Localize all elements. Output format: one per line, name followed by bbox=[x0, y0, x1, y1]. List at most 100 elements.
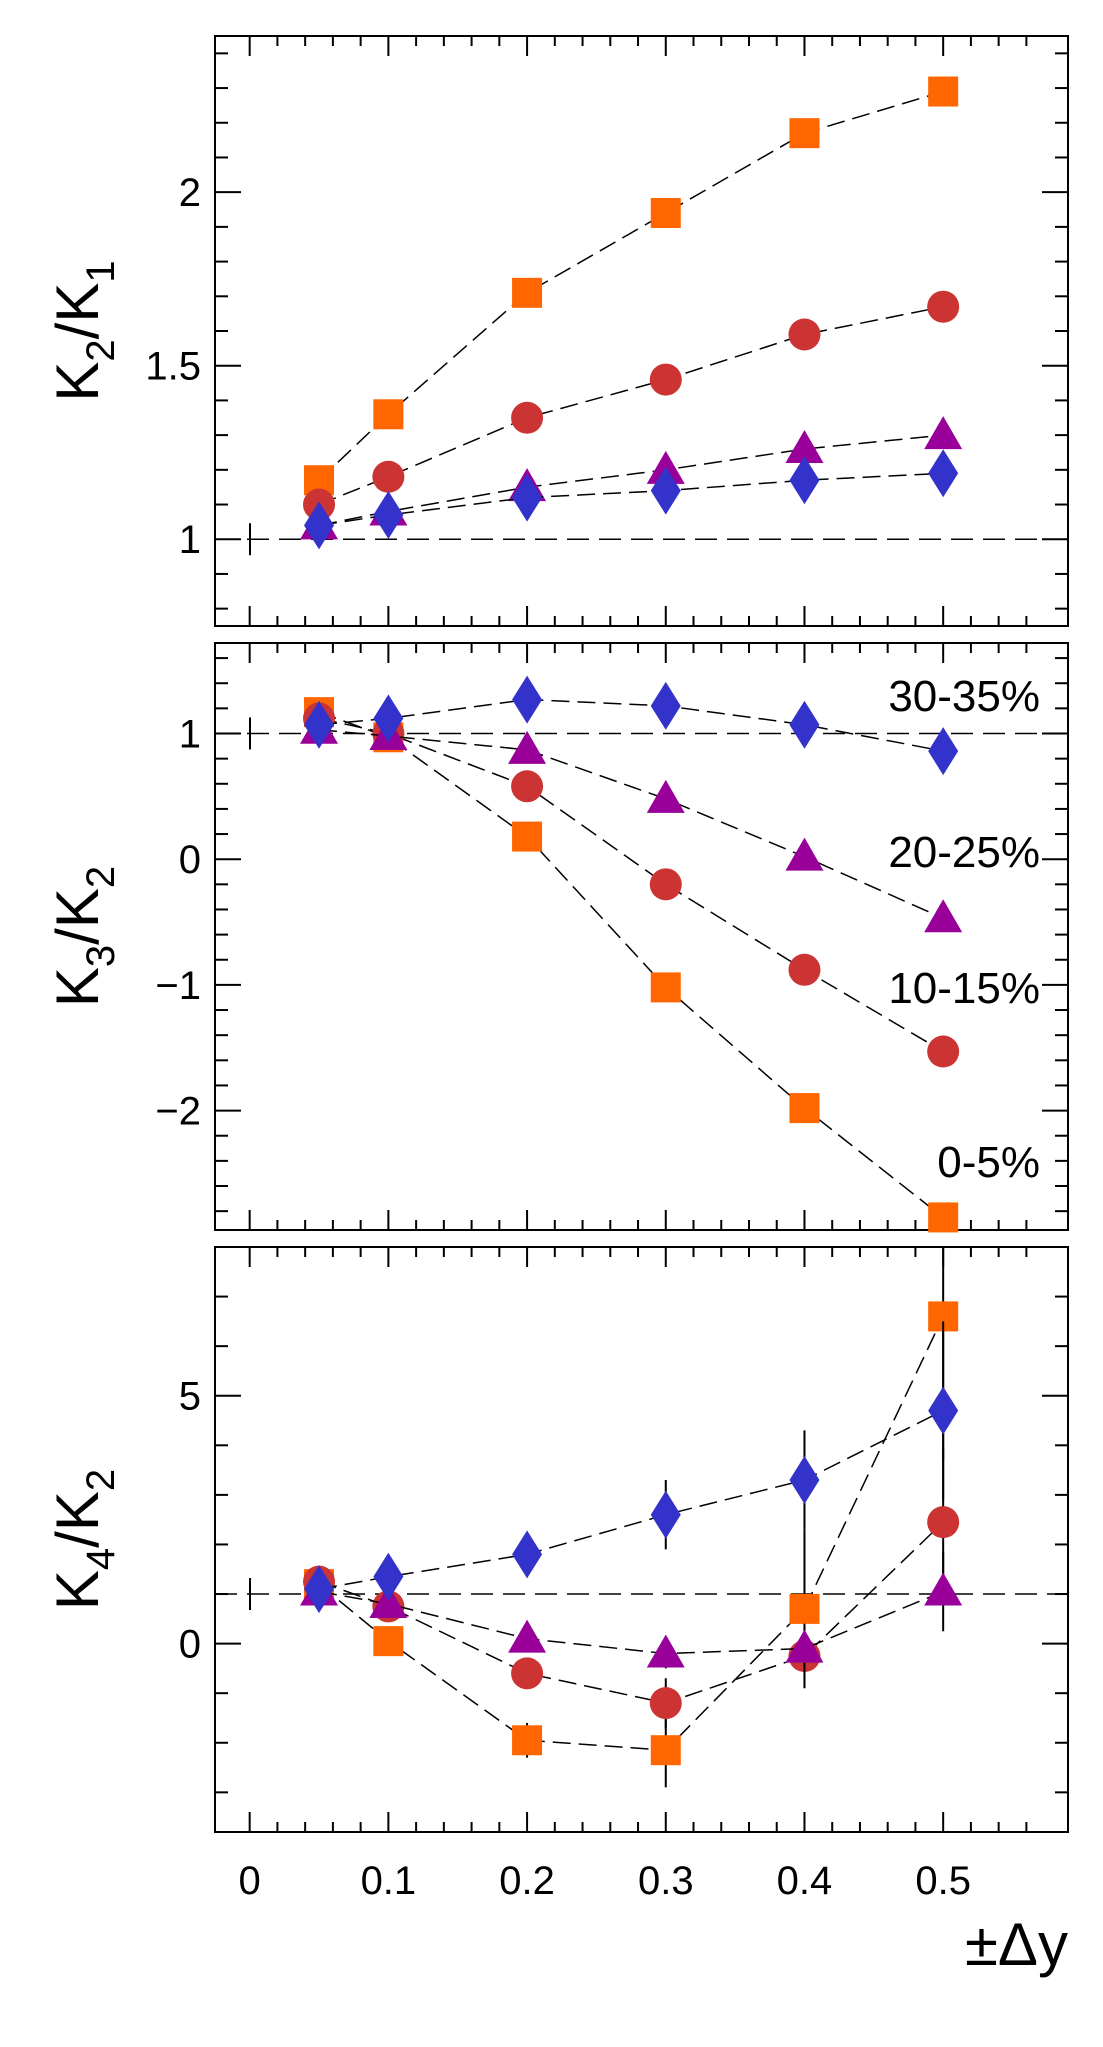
data-point bbox=[373, 1626, 404, 1657]
plot-frame bbox=[214, 1246, 1069, 1833]
series-annotation: 20-25% bbox=[888, 828, 1040, 877]
series-line bbox=[318, 90, 944, 481]
data-point bbox=[372, 460, 405, 493]
data-point bbox=[789, 700, 820, 749]
data-point bbox=[788, 953, 821, 986]
data-point bbox=[373, 1552, 404, 1601]
data-point bbox=[789, 1593, 820, 1624]
data-point bbox=[928, 727, 959, 776]
data-point bbox=[650, 466, 681, 515]
y-tick-label: 1 bbox=[179, 713, 201, 757]
data-point bbox=[650, 1735, 681, 1766]
data-point bbox=[508, 1619, 547, 1653]
data-point bbox=[928, 449, 959, 498]
series-30-35% bbox=[304, 1321, 959, 1614]
data-point bbox=[646, 1634, 685, 1668]
data-point bbox=[785, 837, 824, 871]
data-point bbox=[373, 490, 404, 539]
data-point bbox=[788, 318, 821, 351]
x-tick-label: 0.4 bbox=[777, 1859, 833, 1903]
data-point bbox=[785, 430, 824, 463]
series-10-15% bbox=[303, 702, 960, 1068]
data-point bbox=[927, 290, 960, 323]
data-point bbox=[373, 399, 404, 430]
x-axis-label: ±Δy bbox=[965, 1911, 1068, 1978]
data-point bbox=[927, 1035, 960, 1068]
x-tick-label: 0 bbox=[239, 1859, 261, 1903]
data-point bbox=[924, 416, 963, 450]
data-point bbox=[512, 277, 543, 308]
data-point bbox=[649, 1687, 682, 1720]
plot-frame bbox=[214, 35, 1069, 627]
data-point bbox=[508, 730, 547, 764]
data-point bbox=[512, 1530, 543, 1579]
series-30-35% bbox=[304, 449, 959, 550]
series-0-5% bbox=[304, 697, 959, 1233]
data-point bbox=[511, 1657, 544, 1690]
panel-top: 1 1.5 2 K2/K1 bbox=[44, 35, 1069, 627]
y-tick-label: −2 bbox=[155, 1090, 201, 1134]
panel-bottom: 0 5 K4/K2 0 0.1 0.2 0.3 0.4 0.5 ±Δy bbox=[44, 1246, 1069, 1978]
data-point bbox=[928, 1202, 959, 1233]
series-0-5% bbox=[304, 76, 959, 496]
data-point bbox=[649, 868, 682, 901]
y-tick-label: 1 bbox=[179, 518, 201, 562]
series-line bbox=[318, 728, 944, 919]
data-point bbox=[650, 972, 681, 1003]
series-line bbox=[318, 1316, 944, 1751]
series-annotation: 10-15% bbox=[888, 964, 1040, 1013]
series-0-5% bbox=[304, 1247, 959, 1788]
series-line bbox=[318, 1521, 944, 1704]
data-point bbox=[928, 76, 959, 107]
data-point bbox=[928, 1386, 959, 1435]
data-point bbox=[650, 1490, 681, 1539]
x-tick-label: 0.3 bbox=[638, 1859, 694, 1903]
panel-middle: −2 −1 0 1 K3/K2 30-35% 20-25% 10-15% 0-5% bbox=[44, 642, 1069, 1233]
series-line bbox=[318, 698, 944, 752]
y-tick-label: 0 bbox=[179, 838, 201, 882]
y-axis-label: K4/K2 bbox=[44, 1469, 123, 1610]
x-tick-label: 0.1 bbox=[361, 1859, 417, 1903]
data-point bbox=[785, 1629, 824, 1663]
data-point bbox=[646, 779, 685, 813]
data-point bbox=[927, 1506, 960, 1539]
data-point bbox=[369, 1584, 408, 1618]
data-point bbox=[789, 456, 820, 505]
y-axis-label: K2/K1 bbox=[44, 260, 123, 401]
y-axis-label: K3/K2 bbox=[44, 866, 123, 1007]
series-line bbox=[318, 472, 944, 527]
y-tick-label: 2 bbox=[179, 171, 201, 215]
data-point bbox=[649, 363, 682, 396]
series-annotation: 30-35% bbox=[888, 672, 1040, 721]
y-tick-label: 1.5 bbox=[145, 345, 201, 389]
series-line bbox=[318, 1590, 944, 1655]
data-point bbox=[650, 681, 681, 730]
x-tick-label: 0.2 bbox=[499, 1859, 555, 1903]
y-tick-label: 0 bbox=[179, 1623, 201, 1667]
series-20-25% bbox=[300, 710, 963, 933]
data-point bbox=[511, 770, 544, 803]
series-30-35% bbox=[304, 675, 959, 776]
data-point bbox=[789, 118, 820, 149]
x-tick-label: 0.5 bbox=[915, 1859, 971, 1903]
data-point bbox=[924, 899, 963, 933]
y-tick-label: −1 bbox=[155, 964, 201, 1008]
data-point bbox=[924, 1572, 963, 1606]
data-point bbox=[304, 501, 335, 550]
data-point bbox=[512, 821, 543, 852]
series-annotation: 0-5% bbox=[937, 1138, 1040, 1187]
series-line bbox=[318, 717, 944, 1053]
y-tick-label: 5 bbox=[179, 1375, 201, 1419]
data-point bbox=[304, 700, 335, 749]
data-point bbox=[304, 1565, 335, 1614]
data-point bbox=[650, 198, 681, 228]
series-line bbox=[318, 711, 944, 1219]
plot-frame bbox=[214, 642, 1069, 1231]
data-point bbox=[512, 675, 543, 724]
data-point bbox=[789, 1456, 820, 1505]
data-point bbox=[512, 1725, 543, 1756]
data-point bbox=[512, 473, 543, 522]
series-line bbox=[318, 1409, 944, 1590]
data-point bbox=[373, 694, 404, 743]
